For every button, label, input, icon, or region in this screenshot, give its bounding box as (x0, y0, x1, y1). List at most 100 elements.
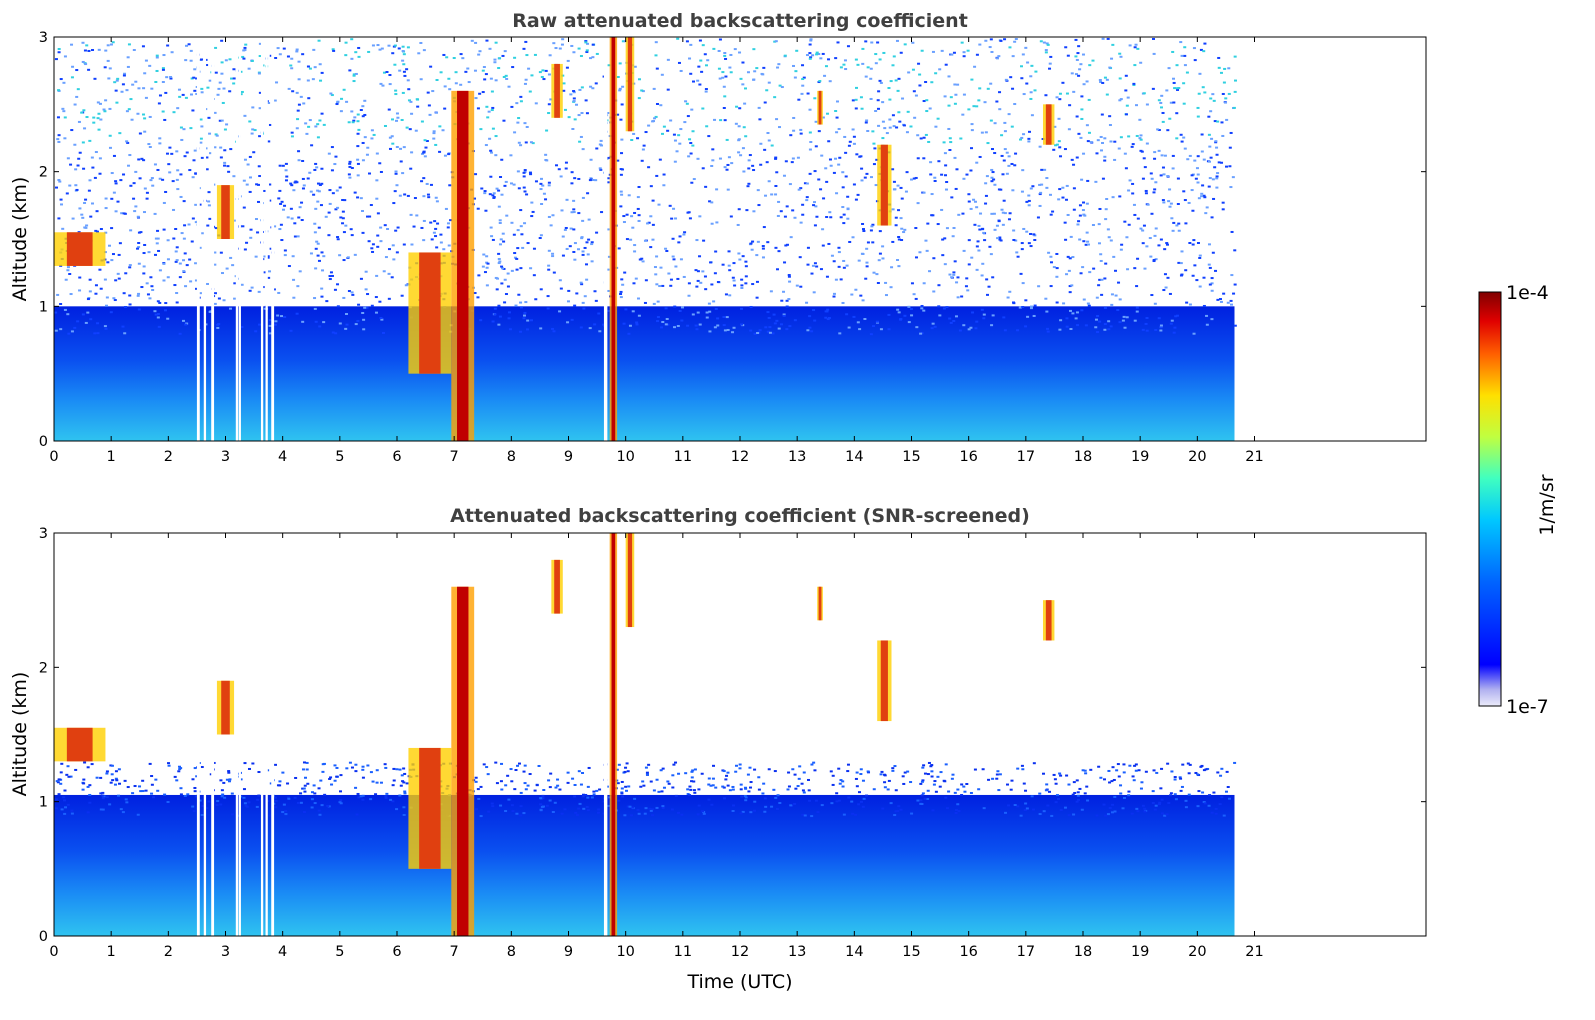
edge-pixel (126, 786, 130, 789)
noise-pixel (363, 136, 367, 139)
noise-pixel (990, 168, 994, 171)
noise-pixel (493, 61, 497, 64)
noise-pixel (736, 223, 740, 226)
edge-pixel (857, 803, 861, 806)
noise-pixel (269, 199, 273, 202)
noise-pixel (474, 173, 478, 176)
noise-pixel (380, 318, 384, 321)
noise-pixel (698, 83, 702, 86)
noise-pixel (224, 59, 228, 62)
noise-pixel (517, 117, 521, 120)
edge-pixel (894, 789, 898, 792)
noise-pixel (110, 197, 114, 200)
edge-pixel (711, 784, 715, 787)
noise-pixel (347, 290, 351, 293)
noise-pixel (391, 244, 395, 247)
edge-pixel (648, 807, 652, 810)
noise-pixel (805, 199, 809, 202)
noise-pixel (744, 135, 748, 138)
edge-pixel (66, 765, 70, 768)
noise-pixel (911, 68, 915, 71)
noise-pixel (549, 98, 553, 101)
noise-pixel (812, 309, 816, 312)
noise-pixel (539, 177, 543, 180)
noise-pixel (93, 176, 97, 179)
noise-pixel (1081, 53, 1085, 56)
noise-pixel (217, 323, 221, 326)
noise-pixel (1191, 243, 1195, 246)
edge-pixel (981, 768, 985, 771)
noise-pixel (222, 299, 226, 302)
noise-pixel (630, 138, 634, 141)
y-tick-label: 1 (39, 299, 48, 315)
edge-pixel (1097, 765, 1101, 768)
noise-pixel (625, 213, 629, 216)
noise-pixel (539, 327, 543, 330)
noise-pixel (164, 302, 168, 305)
noise-pixel (104, 207, 108, 210)
noise-pixel (394, 93, 398, 96)
noise-pixel (1210, 282, 1214, 285)
noise-pixel (656, 316, 660, 319)
noise-pixel (837, 127, 841, 130)
noise-pixel (640, 159, 644, 162)
edge-pixel (83, 761, 87, 764)
noise-pixel (145, 191, 149, 194)
noise-pixel (96, 332, 100, 335)
noise-pixel (258, 135, 262, 138)
noise-pixel (1094, 180, 1098, 183)
noise-pixel (1106, 228, 1110, 231)
edge-pixel (586, 785, 590, 788)
noise-pixel (922, 136, 926, 139)
edge-pixel (236, 772, 240, 775)
noise-pixel (878, 252, 882, 255)
noise-pixel (672, 258, 676, 261)
noise-pixel (1007, 164, 1011, 167)
noise-pixel (738, 258, 742, 261)
noise-pixel (1152, 258, 1156, 261)
noise-pixel (390, 135, 394, 138)
noise-pixel (493, 58, 497, 61)
noise-pixel (499, 238, 503, 241)
noise-pixel (1223, 67, 1227, 70)
noise-pixel (879, 81, 883, 84)
noise-pixel (504, 74, 508, 77)
noise-pixel (1143, 166, 1147, 169)
noise-pixel (869, 176, 873, 179)
noise-pixel (845, 313, 849, 316)
edge-pixel (627, 785, 631, 788)
noise-pixel (422, 177, 426, 180)
noise-pixel (997, 55, 1001, 58)
noise-pixel (291, 255, 295, 258)
noise-pixel (57, 217, 61, 220)
noise-pixel (348, 162, 352, 165)
noise-pixel (745, 209, 749, 212)
noise-pixel (572, 250, 576, 253)
edge-pixel (793, 802, 797, 805)
noise-pixel (729, 71, 733, 74)
noise-pixel (111, 41, 115, 44)
edge-pixel (712, 764, 716, 767)
noise-pixel (641, 90, 645, 93)
noise-pixel (406, 79, 410, 82)
noise-pixel (249, 228, 253, 231)
noise-pixel (356, 120, 360, 123)
noise-pixel (132, 182, 136, 185)
noise-pixel (841, 171, 845, 174)
edge-pixel (1225, 770, 1229, 773)
noise-pixel (642, 144, 646, 147)
noise-pixel (1047, 251, 1051, 254)
noise-pixel (1200, 195, 1204, 198)
edge-pixel (886, 788, 890, 791)
noise-pixel (1134, 43, 1138, 46)
noise-pixel (1194, 177, 1198, 180)
edge-pixel (401, 780, 405, 783)
noise-pixel (489, 149, 493, 152)
edge-pixel (1038, 792, 1042, 795)
noise-pixel (172, 208, 176, 211)
edge-pixel (587, 766, 591, 769)
noise-pixel (771, 332, 775, 335)
noise-pixel (147, 143, 151, 146)
edge-pixel (581, 795, 585, 798)
edge-pixel (222, 781, 226, 784)
